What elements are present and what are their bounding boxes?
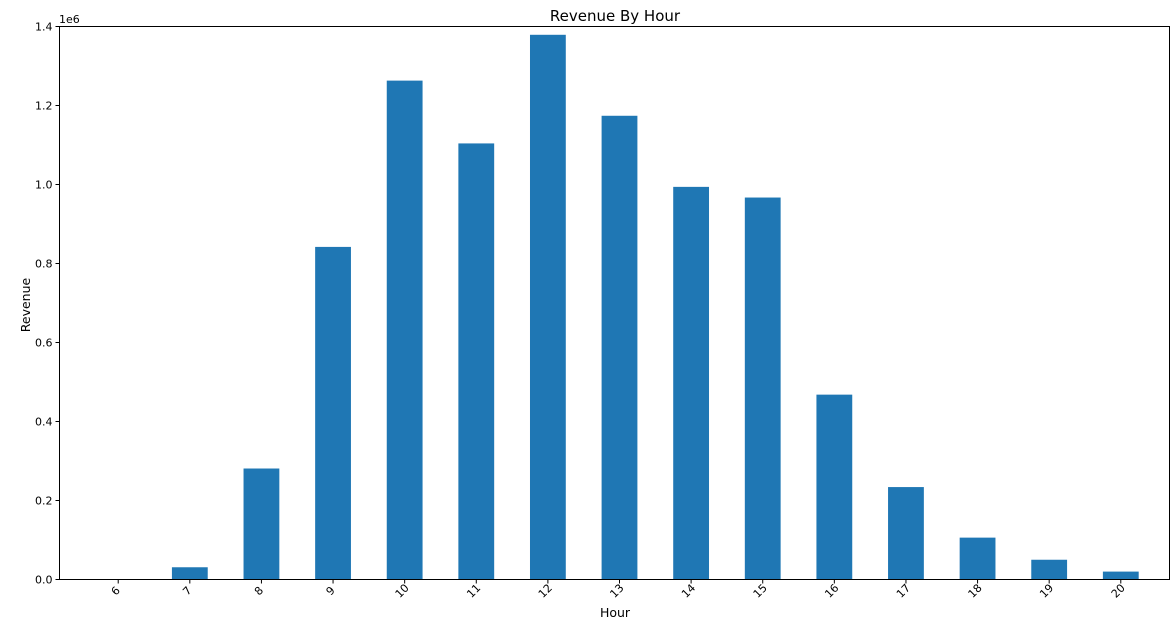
bar-hour-19 <box>1031 559 1068 580</box>
bar-hour-10 <box>386 80 423 580</box>
x-tick-label: 15 <box>751 581 770 600</box>
x-tick-label: 12 <box>536 581 555 600</box>
bars <box>171 34 1139 580</box>
y-tick-label: 1.2 <box>35 100 53 113</box>
y-tick-label: 0.6 <box>35 337 53 350</box>
x-axis-ticks: 6 7 8 9 10 11 12 13 14 15 16 17 18 19 20 <box>109 579 1128 601</box>
x-tick-label: 6 <box>109 584 123 598</box>
x-tick-label: 17 <box>894 581 913 600</box>
bar-hour-7 <box>171 567 208 580</box>
y-tick-label: 0.0 <box>35 574 53 587</box>
bar-hour-11 <box>458 143 495 580</box>
x-tick-label: 18 <box>966 581 985 600</box>
x-tick-label: 7 <box>180 584 194 598</box>
y-tick-label: 1.0 <box>35 179 53 192</box>
y-tick-label: 1.4 <box>35 21 53 34</box>
bar-hour-18 <box>959 537 996 580</box>
x-tick-label: 10 <box>393 581 412 600</box>
bar-hour-16 <box>816 394 853 580</box>
plot-area-frame <box>59 26 1170 580</box>
x-tick-label: 11 <box>464 581 483 600</box>
chart-title: Revenue By Hour <box>550 7 681 25</box>
bar-hour-12 <box>529 34 566 580</box>
x-tick-label: 8 <box>252 584 266 598</box>
x-axis-title: Hour <box>600 605 631 620</box>
x-tick-label: 9 <box>324 584 338 598</box>
bar-hour-20 <box>1102 571 1139 580</box>
y-tick-label: 0.8 <box>35 258 53 271</box>
y-axis-ticks: 0.0 0.2 0.4 0.6 0.8 1.0 1.2 1.4 <box>35 21 60 587</box>
bar-hour-8 <box>243 468 280 580</box>
y-axis-title: Revenue <box>18 277 33 332</box>
bar-hour-9 <box>315 246 351 580</box>
x-tick-label: 16 <box>822 581 841 600</box>
y-tick-label: 0.2 <box>35 495 53 508</box>
y-tick-label: 0.4 <box>35 416 53 429</box>
x-tick-label: 13 <box>607 581 626 600</box>
x-tick-label: 19 <box>1037 581 1056 600</box>
bar-hour-13 <box>601 115 638 580</box>
bar-hour-17 <box>888 487 924 580</box>
x-tick-label: 20 <box>1109 581 1128 600</box>
bar-hour-14 <box>673 186 710 580</box>
y-axis-offset-label: 1e6 <box>59 13 80 26</box>
x-tick-label: 14 <box>679 581 698 600</box>
bar-hour-15 <box>744 197 781 580</box>
